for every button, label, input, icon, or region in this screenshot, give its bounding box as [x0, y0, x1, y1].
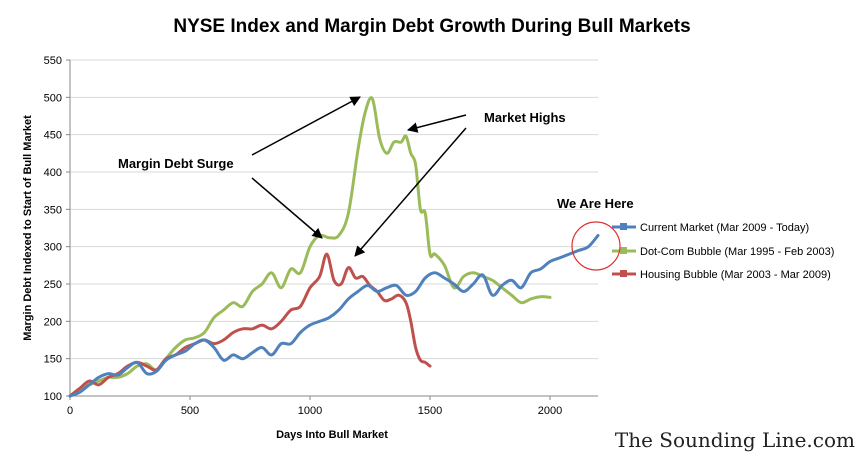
annotation-we-are-here: We Are Here — [557, 196, 634, 211]
legend-marker-current-market — [620, 223, 627, 230]
arrow-margin-debt-surge-dotcom — [251, 96, 361, 156]
y-tick-label: 100 — [44, 391, 62, 403]
chart-title: NYSE Index and Margin Debt Growth During… — [173, 16, 690, 37]
y-tick-label: 200 — [44, 316, 62, 328]
y-tick-label: 450 — [44, 130, 62, 142]
arrow-market-highs-dotcom — [406, 114, 467, 133]
y-tick-label: 500 — [44, 92, 62, 104]
x-tick-label: 1500 — [418, 405, 442, 417]
annotation-market-highs: Market Highs — [484, 110, 566, 125]
legend-marker-housing-bubble — [620, 270, 627, 277]
legend-label-housing-bubble: Housing Bubble (Mar 2003 - Mar 2009) — [640, 269, 831, 281]
legend-label-dot-com-bubble: Dot-Com Bubble (Mar 1995 - Feb 2003) — [640, 246, 834, 258]
series-lines — [68, 96, 600, 398]
axes — [69, 60, 598, 400]
legend: Current Market (Mar 2009 - Today) Dot-Co… — [612, 222, 834, 281]
we-are-here-circle — [571, 221, 621, 271]
y-tick-label: 550 — [44, 55, 62, 67]
legend-label-current-market: Current Market (Mar 2009 - Today) — [640, 222, 809, 234]
y-axis-label: Margin Debt Indexed to Start of Bull Mar… — [22, 115, 34, 341]
x-tick-label: 500 — [181, 405, 199, 417]
x-tick-label: 2000 — [538, 405, 562, 417]
gridlines — [66, 59, 598, 397]
x-tick-label: 1000 — [298, 405, 322, 417]
y-tick-label: 400 — [44, 167, 62, 179]
x-tick-labels: 0 500 1000 1500 2000 — [67, 405, 562, 417]
y-tick-label: 300 — [44, 242, 62, 254]
y-tick-label: 250 — [44, 279, 62, 291]
y-tick-label: 350 — [44, 204, 62, 216]
x-axis-label: Days Into Bull Market — [276, 429, 388, 441]
x-tick-label: 0 — [67, 405, 73, 417]
series-line-current-market — [68, 234, 600, 398]
arrow-market-highs-housing — [354, 127, 467, 257]
y-tick-labels: 100 150 200 250 300 350 400 450 500 550 — [44, 55, 62, 403]
arrow-margin-debt-surge-housing — [251, 177, 323, 239]
legend-marker-dot-com-bubble — [620, 247, 627, 254]
annotation-margin-debt-surge: Margin Debt Surge — [118, 156, 234, 171]
watermark-text: The Sounding Line.com — [615, 428, 855, 452]
y-tick-label: 150 — [44, 354, 62, 366]
